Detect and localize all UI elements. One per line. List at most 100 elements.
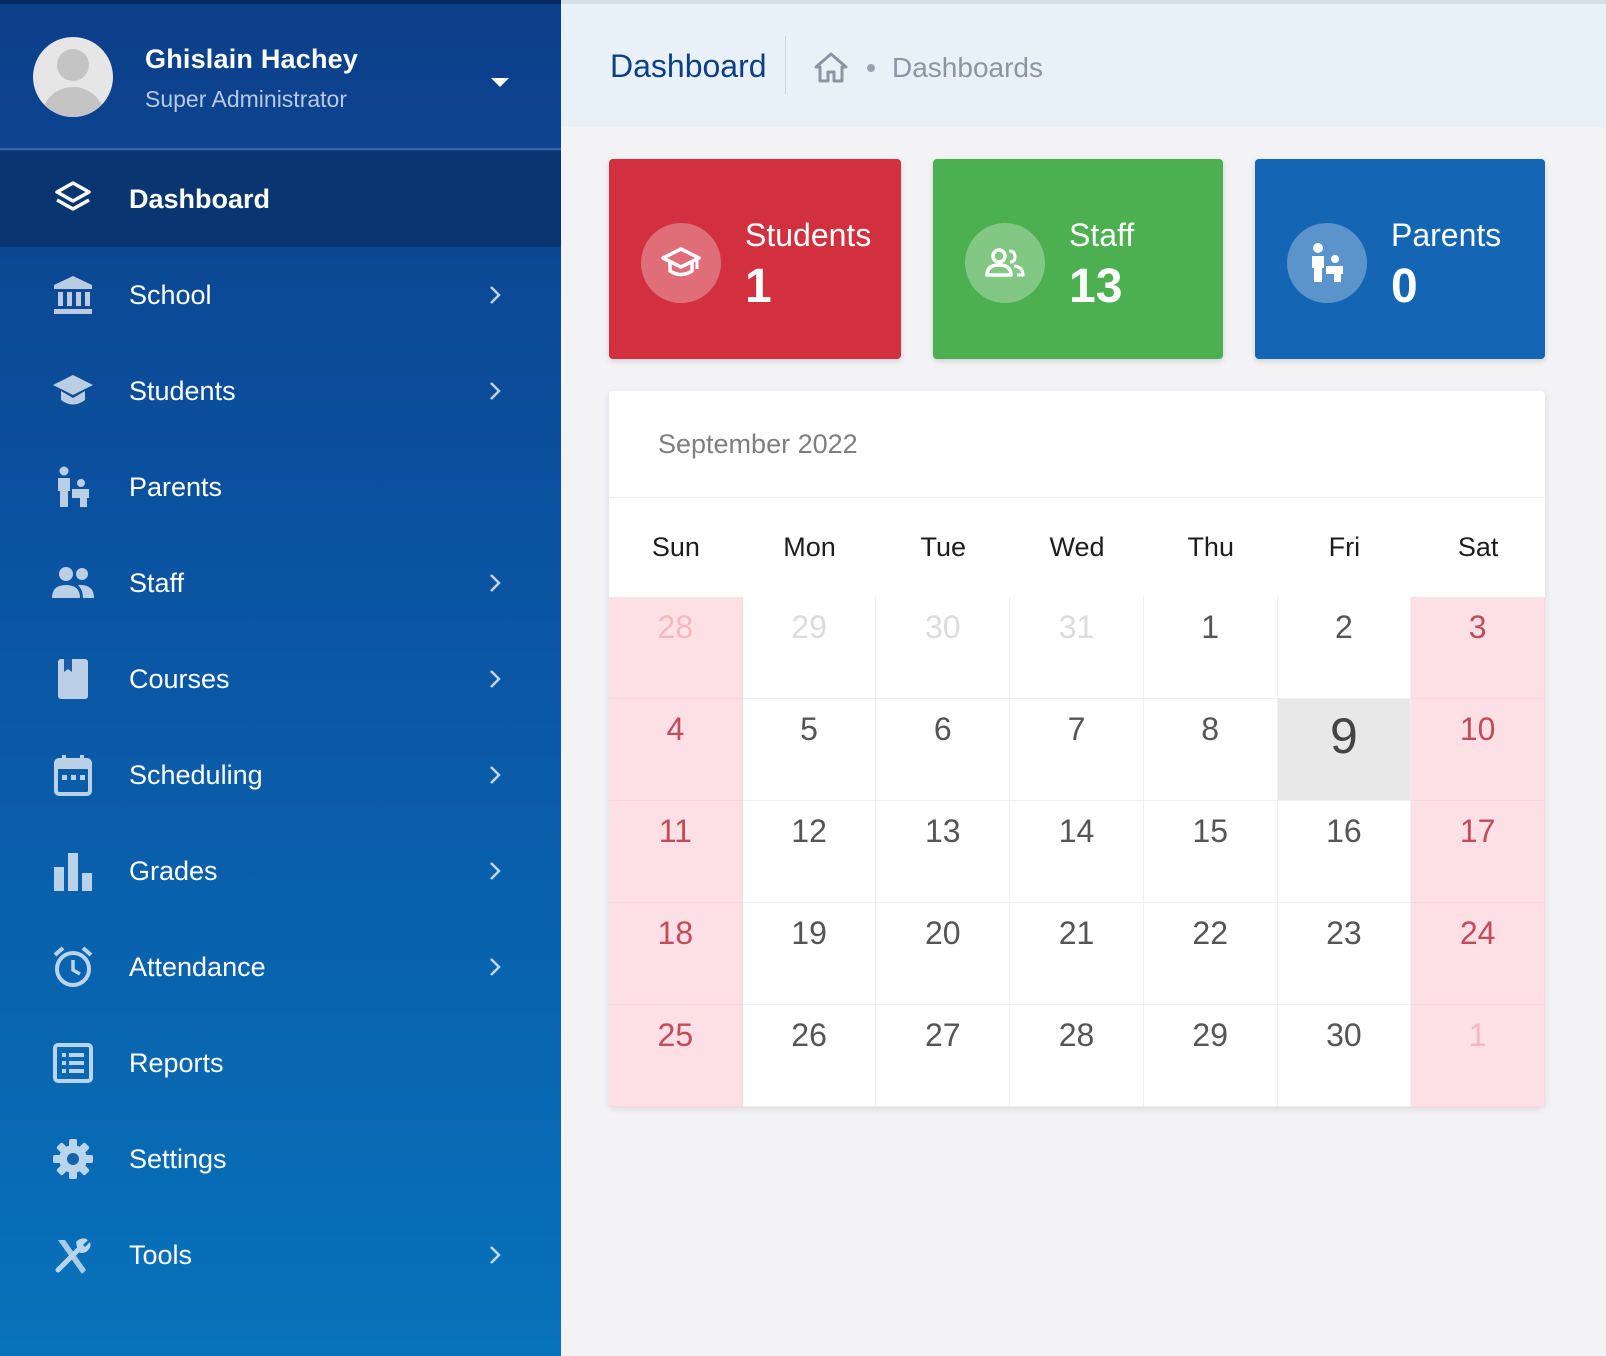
user-name: Ghislain Hachey bbox=[145, 44, 359, 74]
calendar-day[interactable]: 26 bbox=[742, 1005, 877, 1107]
sidebar-item-scheduling[interactable]: Scheduling bbox=[0, 727, 561, 823]
sidebar-item-grades[interactable]: Grades bbox=[0, 823, 561, 919]
chevron-right-icon[interactable] bbox=[487, 572, 503, 594]
calendar-day[interactable]: 24 bbox=[1411, 903, 1545, 1005]
calendar-day[interactable]: 29 bbox=[742, 597, 877, 699]
calendar-month: September 2022 bbox=[658, 429, 858, 459]
sidebar-item-students[interactable]: Students bbox=[0, 343, 561, 439]
list-icon bbox=[50, 1040, 96, 1086]
calendar-grid: 28 29 30 31 1 2 3 4 5 6 7 8 9 10 11 12 13 14 15 16 17 18 19 20 2… bbox=[609, 597, 1545, 1107]
calendar-day[interactable]: 30 bbox=[876, 597, 1011, 699]
graduation-cap-icon bbox=[50, 368, 96, 414]
calendar-day[interactable]: 21 bbox=[1010, 903, 1144, 1005]
students-stat-card[interactable]: Students 1 bbox=[609, 159, 901, 359]
gear-icon bbox=[50, 1136, 96, 1182]
sidebar-item-reports[interactable]: Reports bbox=[0, 1015, 561, 1111]
alarm-clock-icon bbox=[50, 944, 96, 990]
chevron-right-icon[interactable] bbox=[487, 1244, 503, 1266]
sidebar-item-attendance[interactable]: Attendance bbox=[0, 919, 561, 1015]
graduation-cap-icon bbox=[641, 223, 721, 303]
staff-stat-value: 13 bbox=[1069, 260, 1123, 313]
calendar-day[interactable]: 12 bbox=[742, 801, 877, 903]
sidebar-item-courses[interactable]: Courses bbox=[0, 631, 561, 727]
calendar-day[interactable]: 4 bbox=[609, 699, 743, 801]
calendar-day[interactable]: 10 bbox=[1411, 699, 1545, 801]
parents-stat-card[interactable]: Parents 0 bbox=[1255, 159, 1545, 359]
layers-icon bbox=[50, 176, 96, 222]
chevron-right-icon[interactable] bbox=[487, 284, 503, 306]
calendar-day[interactable]: 2 bbox=[1277, 597, 1412, 699]
calendar-day[interactable]: 15 bbox=[1143, 801, 1278, 903]
calendar-day[interactable]: 11 bbox=[609, 801, 743, 903]
sidebar-item-settings[interactable]: Settings bbox=[0, 1111, 561, 1207]
calendar-day[interactable]: 14 bbox=[1010, 801, 1144, 903]
staff-stat-label: Staff bbox=[1069, 217, 1135, 253]
user-profile[interactable]: Ghislain Hachey Super Administrator bbox=[0, 4, 561, 150]
students-stat-value: 1 bbox=[745, 260, 772, 313]
calendar-day[interactable]: 19 bbox=[742, 903, 877, 1005]
calendar-day[interactable]: 1 bbox=[1143, 597, 1278, 699]
calendar-day[interactable]: 8 bbox=[1143, 699, 1278, 801]
chevron-right-icon[interactable] bbox=[487, 860, 503, 882]
calendar-day[interactable]: 31 bbox=[1010, 597, 1144, 699]
book-icon bbox=[50, 656, 96, 702]
weekday-label: Sat bbox=[1457, 532, 1499, 562]
sidebar-item-label: Parents bbox=[129, 471, 223, 502]
people-icon bbox=[50, 560, 96, 606]
chevron-right-icon[interactable] bbox=[487, 764, 503, 786]
caret-down-icon[interactable] bbox=[491, 78, 509, 87]
calendar-day[interactable]: 6 bbox=[876, 699, 1011, 801]
calendar-day[interactable]: 23 bbox=[1277, 903, 1412, 1005]
parents-stat-label: Parents bbox=[1391, 217, 1502, 253]
page-header: Dashboard Dashboards bbox=[561, 0, 1606, 127]
home-icon[interactable] bbox=[813, 50, 849, 84]
chevron-right-icon[interactable] bbox=[487, 380, 503, 402]
sidebar: Ghislain Hachey Super Administrator Dash… bbox=[0, 0, 561, 1356]
calendar-icon bbox=[50, 752, 96, 798]
calendar-divider bbox=[609, 497, 1545, 498]
calendar-day[interactable]: 17 bbox=[1411, 801, 1545, 903]
page-title: Dashboard bbox=[610, 48, 767, 84]
calendar-day[interactable]: 27 bbox=[876, 1005, 1011, 1107]
chevron-right-icon[interactable] bbox=[487, 956, 503, 978]
sidebar-item-staff[interactable]: Staff bbox=[0, 535, 561, 631]
parent-child-icon bbox=[50, 464, 96, 510]
students-stat-label: Students bbox=[745, 217, 872, 253]
weekday-header: Sun Mon Tue Wed Thu Fri Sat bbox=[609, 498, 1545, 597]
calendar-day[interactable]: 25 bbox=[609, 1005, 743, 1107]
weekday-label: Sun bbox=[651, 532, 700, 562]
sidebar-item-parents[interactable]: Parents bbox=[0, 439, 561, 535]
calendar-day[interactable]: 22 bbox=[1143, 903, 1278, 1005]
institution-icon bbox=[50, 272, 96, 318]
calendar-day[interactable]: 18 bbox=[609, 903, 743, 1005]
tools-icon bbox=[50, 1232, 96, 1278]
calendar-day[interactable]: 7 bbox=[1010, 699, 1144, 801]
sidebar-item-label: Attendance bbox=[129, 951, 266, 982]
sidebar-item-school[interactable]: School bbox=[0, 247, 561, 343]
calendar: September 2022 Sun Mon Tue Wed Thu Fri Sat 28 2… bbox=[609, 391, 1545, 1107]
calendar-day[interactable]: 20 bbox=[876, 903, 1011, 1005]
calendar-day[interactable]: 1 bbox=[1411, 1005, 1545, 1107]
sidebar-item-label: Courses bbox=[129, 663, 230, 694]
breadcrumb[interactable]: Dashboards bbox=[892, 52, 1043, 83]
calendar-day[interactable]: 13 bbox=[876, 801, 1011, 903]
calendar-day[interactable]: 16 bbox=[1277, 801, 1412, 903]
parents-stat-value: 0 bbox=[1391, 260, 1418, 313]
avatar bbox=[33, 37, 113, 117]
calendar-day[interactable]: 30 bbox=[1277, 1005, 1412, 1107]
calendar-day[interactable]: 29 bbox=[1143, 1005, 1278, 1107]
user-role: Super Administrator bbox=[145, 86, 347, 112]
sidebar-item-dashboard[interactable]: Dashboard bbox=[0, 151, 561, 247]
calendar-day[interactable]: 28 bbox=[609, 597, 743, 699]
calendar-day[interactable]: 5 bbox=[742, 699, 877, 801]
chevron-right-icon[interactable] bbox=[487, 668, 503, 690]
calendar-day[interactable]: 3 bbox=[1411, 597, 1545, 699]
people-icon bbox=[965, 223, 1045, 303]
staff-stat-card[interactable]: Staff 13 bbox=[933, 159, 1223, 359]
calendar-day[interactable]: 28 bbox=[1010, 1005, 1144, 1107]
sidebar-item-label: Dashboard bbox=[129, 183, 271, 214]
sidebar-item-label: Students bbox=[129, 375, 236, 406]
calendar-day-today[interactable]: 9 bbox=[1277, 699, 1412, 801]
title-divider bbox=[785, 36, 786, 94]
sidebar-item-tools[interactable]: Tools bbox=[0, 1207, 561, 1303]
